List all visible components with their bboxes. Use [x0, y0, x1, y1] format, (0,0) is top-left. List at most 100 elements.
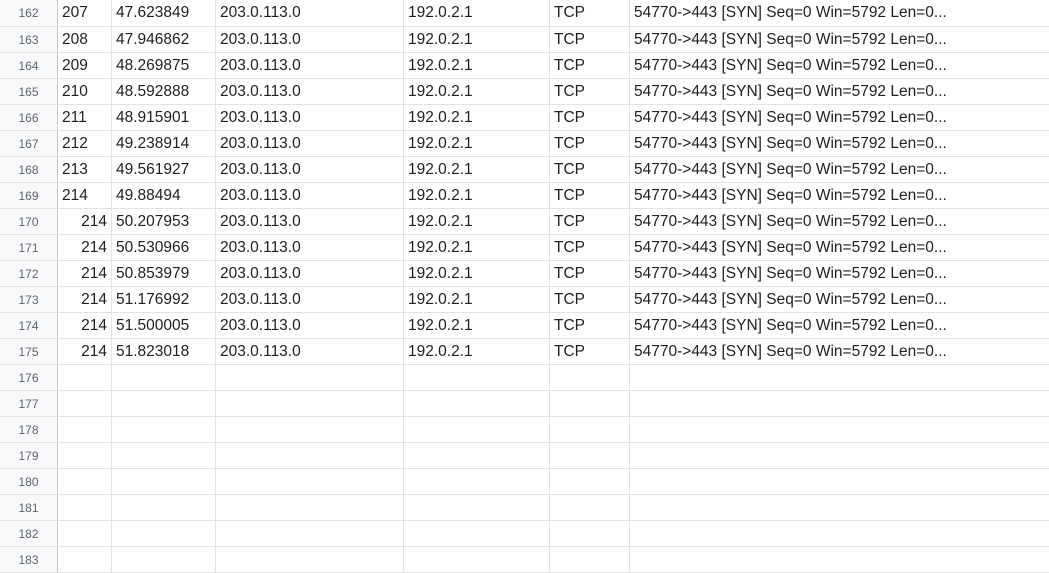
cell[interactable]: 213 [58, 157, 112, 182]
cell[interactable]: 210 [58, 79, 112, 104]
cell[interactable] [216, 443, 404, 468]
cell[interactable] [58, 547, 112, 572]
cell[interactable]: 203.0.113.0 [216, 157, 404, 182]
cell[interactable]: 192.0.2.1 [404, 53, 550, 78]
cell[interactable]: TCP [550, 209, 630, 234]
row-header[interactable]: 180 [0, 469, 58, 494]
cell[interactable] [216, 495, 404, 520]
cell[interactable]: 203.0.113.0 [216, 287, 404, 312]
cell[interactable]: 192.0.2.1 [404, 261, 550, 286]
cell[interactable]: 214 [58, 235, 112, 260]
cell[interactable] [630, 495, 1049, 520]
cell[interactable]: 203.0.113.0 [216, 27, 404, 52]
cell[interactable]: 54770->443 [SYN] Seq=0 Win=5792 Len=0... [634, 82, 947, 100]
cell[interactable]: 203.0.113.0 [216, 209, 404, 234]
cell[interactable]: TCP [550, 131, 630, 156]
cell[interactable] [630, 417, 1049, 442]
cell[interactable]: 51.823018 [112, 339, 216, 364]
row-header[interactable]: 167 [0, 131, 58, 156]
cell[interactable] [630, 391, 1049, 416]
cell[interactable] [58, 365, 112, 390]
cell[interactable]: 203.0.113.0 [216, 235, 404, 260]
cell[interactable]: 203.0.113.0 [216, 53, 404, 78]
cell[interactable] [216, 521, 404, 546]
row-header[interactable]: 170 [0, 209, 58, 234]
cell[interactable]: TCP [550, 183, 630, 208]
cell[interactable]: 214 [58, 261, 112, 286]
cell[interactable] [112, 365, 216, 390]
row-header[interactable]: 166 [0, 105, 58, 130]
cell[interactable]: 192.0.2.1 [404, 287, 550, 312]
cell[interactable]: 51.176992 [112, 287, 216, 312]
cell[interactable]: TCP [550, 79, 630, 104]
cell[interactable]: TCP [550, 287, 630, 312]
cell[interactable]: 54770->443 [SYN] Seq=0 Win=5792 Len=0... [634, 160, 947, 178]
cell[interactable] [216, 365, 404, 390]
cell[interactable] [216, 417, 404, 442]
row-header[interactable]: 169 [0, 183, 58, 208]
cell[interactable]: TCP [550, 157, 630, 182]
cell[interactable]: 192.0.2.1 [404, 157, 550, 182]
cell[interactable]: 203.0.113.0 [216, 339, 404, 364]
cell[interactable]: 192.0.2.1 [404, 0, 550, 26]
cell[interactable] [58, 443, 112, 468]
row-header[interactable]: 162 [0, 0, 58, 26]
cell[interactable] [58, 417, 112, 442]
cell[interactable] [550, 443, 630, 468]
cell[interactable] [404, 495, 550, 520]
cell[interactable]: 208 [58, 27, 112, 52]
cell[interactable] [58, 391, 112, 416]
cell[interactable]: 207 [58, 0, 112, 26]
cell[interactable]: TCP [550, 105, 630, 130]
cell[interactable]: 212 [58, 131, 112, 156]
cell[interactable] [216, 547, 404, 572]
cell[interactable] [404, 547, 550, 572]
cell[interactable] [550, 547, 630, 572]
cell[interactable] [112, 391, 216, 416]
cell[interactable]: 203.0.113.0 [216, 261, 404, 286]
cell[interactable]: 203.0.113.0 [216, 79, 404, 104]
cell[interactable] [216, 391, 404, 416]
cell[interactable]: 192.0.2.1 [404, 105, 550, 130]
cell[interactable]: 203.0.113.0 [216, 313, 404, 338]
cell[interactable]: 203.0.113.0 [216, 105, 404, 130]
cell[interactable]: 49.88494 [112, 183, 216, 208]
row-header[interactable]: 174 [0, 313, 58, 338]
cell[interactable] [550, 365, 630, 390]
cell[interactable]: 209 [58, 53, 112, 78]
cell[interactable] [404, 443, 550, 468]
cell[interactable]: TCP [550, 27, 630, 52]
cell[interactable]: 51.500005 [112, 313, 216, 338]
cell[interactable]: 192.0.2.1 [404, 131, 550, 156]
cell[interactable] [112, 495, 216, 520]
row-header[interactable]: 176 [0, 365, 58, 390]
cell[interactable]: 211 [58, 105, 112, 130]
cell[interactable]: TCP [550, 313, 630, 338]
cell[interactable]: 49.561927 [112, 157, 216, 182]
cell[interactable]: 203.0.113.0 [216, 0, 404, 26]
cell[interactable] [550, 391, 630, 416]
cell[interactable]: 47.946862 [112, 27, 216, 52]
row-header[interactable]: 181 [0, 495, 58, 520]
cell[interactable]: 54770->443 [SYN] Seq=0 Win=5792 Len=0... [634, 30, 947, 48]
cell[interactable]: 48.592888 [112, 79, 216, 104]
cell[interactable]: 48.269875 [112, 53, 216, 78]
cell[interactable]: 49.238914 [112, 131, 216, 156]
cell[interactable] [550, 495, 630, 520]
cell[interactable]: 203.0.113.0 [216, 131, 404, 156]
cell[interactable] [550, 469, 630, 494]
cell[interactable]: 50.853979 [112, 261, 216, 286]
cell[interactable] [112, 469, 216, 494]
cell[interactable]: 54770->443 [SYN] Seq=0 Win=5792 Len=0... [634, 212, 947, 230]
cell[interactable]: 192.0.2.1 [404, 183, 550, 208]
cell[interactable]: 54770->443 [SYN] Seq=0 Win=5792 Len=0... [634, 56, 947, 74]
cell[interactable]: TCP [550, 0, 630, 26]
row-header[interactable]: 173 [0, 287, 58, 312]
cell[interactable]: 54770->443 [SYN] Seq=0 Win=5792 Len=0... [634, 264, 947, 282]
cell[interactable] [112, 521, 216, 546]
cell[interactable]: 214 [58, 183, 112, 208]
cell[interactable]: 214 [58, 209, 112, 234]
cell[interactable]: 54770->443 [SYN] Seq=0 Win=5792 Len=0... [634, 342, 947, 360]
cell[interactable] [630, 547, 1049, 572]
cell[interactable] [58, 521, 112, 546]
